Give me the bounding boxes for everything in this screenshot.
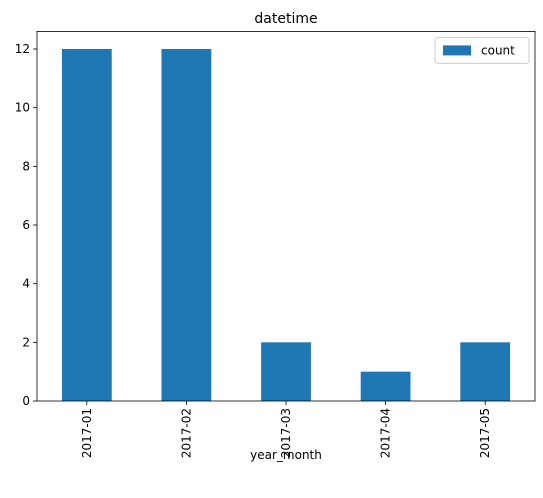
- y-tick-label: 12: [15, 42, 30, 56]
- bar: [261, 342, 311, 401]
- x-tick-label: 2017-02: [179, 408, 193, 458]
- y-tick-label: 4: [22, 277, 30, 291]
- bar: [460, 342, 511, 401]
- axes-frame: [36, 30, 536, 402]
- y-tick-label: 6: [22, 218, 30, 232]
- chart-title: datetime: [254, 11, 317, 27]
- legend-box: [434, 36, 530, 64]
- y-tick-label: 8: [22, 159, 30, 173]
- x-tick-label: 2017-05: [478, 408, 492, 458]
- y-tick-label: 2: [22, 335, 30, 349]
- y-tick-label: 0: [22, 394, 30, 408]
- x-tick-label: 2017-04: [379, 408, 393, 458]
- x-tick-label: 2017-01: [80, 408, 94, 458]
- x-axis-label: year_month: [250, 448, 322, 462]
- legend-swatch: [443, 45, 471, 56]
- bar: [61, 49, 112, 401]
- bar: [161, 49, 212, 401]
- x-tick-label: 2017-03: [279, 408, 293, 458]
- y-tick-label: 10: [15, 101, 30, 115]
- legend-label: count: [481, 43, 515, 57]
- bar: [360, 371, 411, 401]
